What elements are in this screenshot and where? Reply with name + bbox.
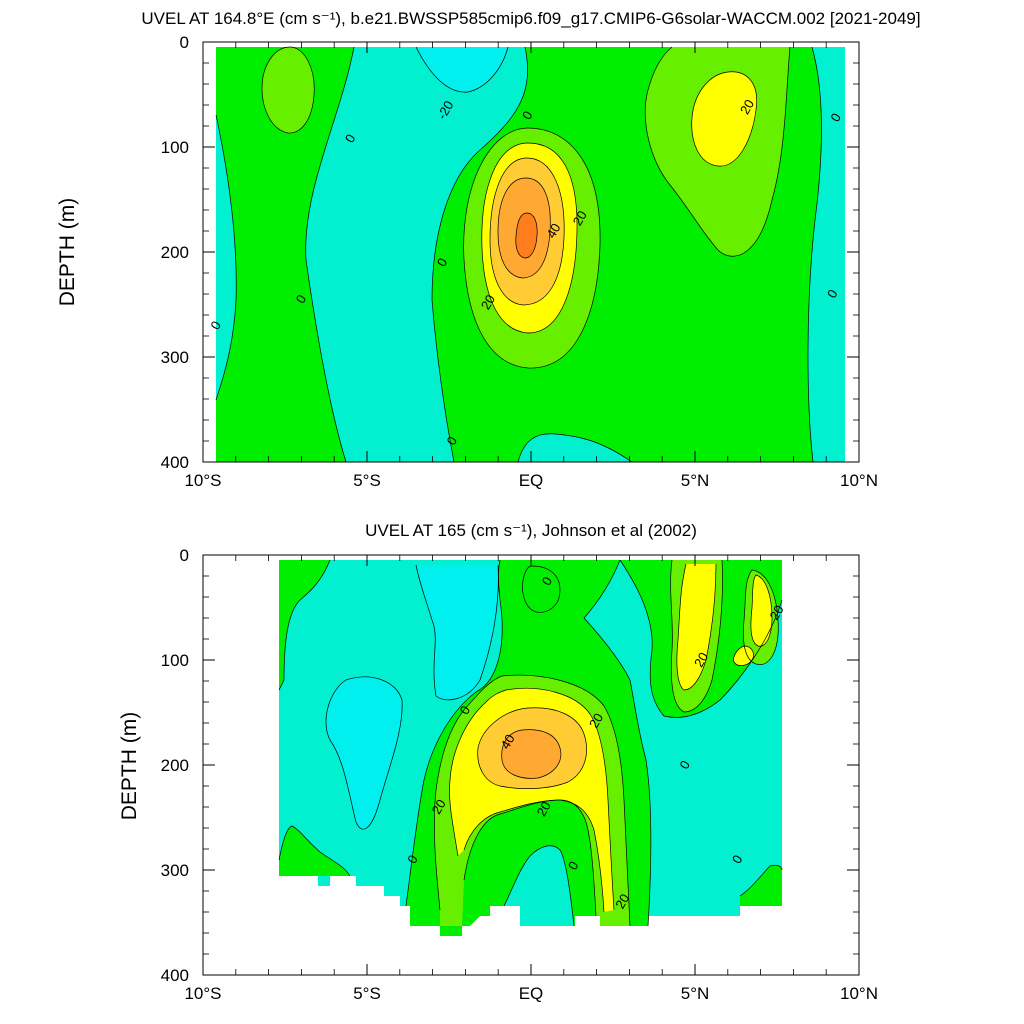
x-tick-label: 10°S <box>184 471 221 490</box>
y-tick-label: 200 <box>161 756 189 775</box>
region-20-30-patch <box>733 646 754 666</box>
region-10-20-west <box>262 47 315 134</box>
chart-panel-model: UVEL AT 164.8°E (cm s⁻¹), b.e21.BWSSP585… <box>56 9 921 490</box>
contour-label: 20 <box>612 891 632 911</box>
y-tick-label: 200 <box>161 243 189 262</box>
contour-label: 20 <box>691 650 711 670</box>
contour-label: 20 <box>586 711 606 731</box>
contour-label: 20 <box>570 208 590 228</box>
x-tick-label: 5°S <box>353 471 381 490</box>
region-0-10-west <box>279 560 330 690</box>
region-neg20-10 <box>416 47 508 93</box>
y-tick-label: 100 <box>161 138 189 157</box>
contour-fill <box>215 46 845 462</box>
x-tick-label: 10°N <box>840 984 878 1003</box>
y-tick-label: 100 <box>161 651 189 670</box>
region-20-30-east <box>691 71 757 167</box>
contour-fill <box>278 559 783 936</box>
contour-label: 40 <box>543 221 563 241</box>
contour-label: 40 <box>497 732 517 752</box>
contour-lines <box>278 559 783 927</box>
contour-lines <box>215 46 822 462</box>
y-tick-label: 300 <box>161 861 189 880</box>
contour-label: 20 <box>534 799 554 819</box>
x-tick-label: 5°N <box>681 984 710 1003</box>
x-tick-label: 5°S <box>353 984 381 1003</box>
region-0-10-se <box>740 865 782 906</box>
chart-title: UVEL AT 164.8°E (cm s⁻¹), b.e21.BWSSP585… <box>141 9 920 28</box>
axis-ticks: 10°S 5°S EQ 5°N 10°N 0 100 200 300 400 <box>161 33 878 490</box>
contour-label: 20 <box>478 292 498 312</box>
region-0-10-sw <box>279 826 350 876</box>
chart-title: UVEL AT 165 (cm s⁻¹), Johnson et al (200… <box>365 521 697 540</box>
region-ge-50 <box>515 213 538 258</box>
y-tick-label: 400 <box>161 453 189 472</box>
contour-label: 20 <box>766 602 786 622</box>
y-tick-label: 0 <box>180 33 189 52</box>
chart-panel-observed: UVEL AT 165 (cm s⁻¹), Johnson et al (200… <box>118 521 878 1003</box>
x-tick-label: 10°N <box>840 471 878 490</box>
region-neg20-10-a <box>416 565 499 700</box>
y-axis-label: DEPTH (m) <box>56 198 79 307</box>
region-neg-bottom <box>518 433 632 462</box>
y-tick-label: 300 <box>161 348 189 367</box>
axis-ticks: 10°S 5°S EQ 5°N 10°N 0 100 200 300 400 <box>161 546 878 1003</box>
region-40-50 <box>501 729 561 779</box>
region-neg-west <box>216 115 237 400</box>
x-tick-label: EQ <box>519 471 544 490</box>
y-tick-label: 400 <box>161 966 189 985</box>
contour-label: 20 <box>737 97 757 117</box>
x-tick-label: EQ <box>519 984 544 1003</box>
x-tick-label: 5°N <box>681 471 710 490</box>
region-neg-east <box>807 47 845 462</box>
region-neg-central <box>305 47 528 462</box>
x-tick-label: 10°S <box>184 984 221 1003</box>
region-neg20-10-b <box>325 676 403 830</box>
contour-label: 20 <box>429 797 449 817</box>
y-axis-label: DEPTH (m) <box>118 712 141 821</box>
region-20-30-ne <box>750 575 772 647</box>
y-tick-label: 0 <box>180 546 189 565</box>
